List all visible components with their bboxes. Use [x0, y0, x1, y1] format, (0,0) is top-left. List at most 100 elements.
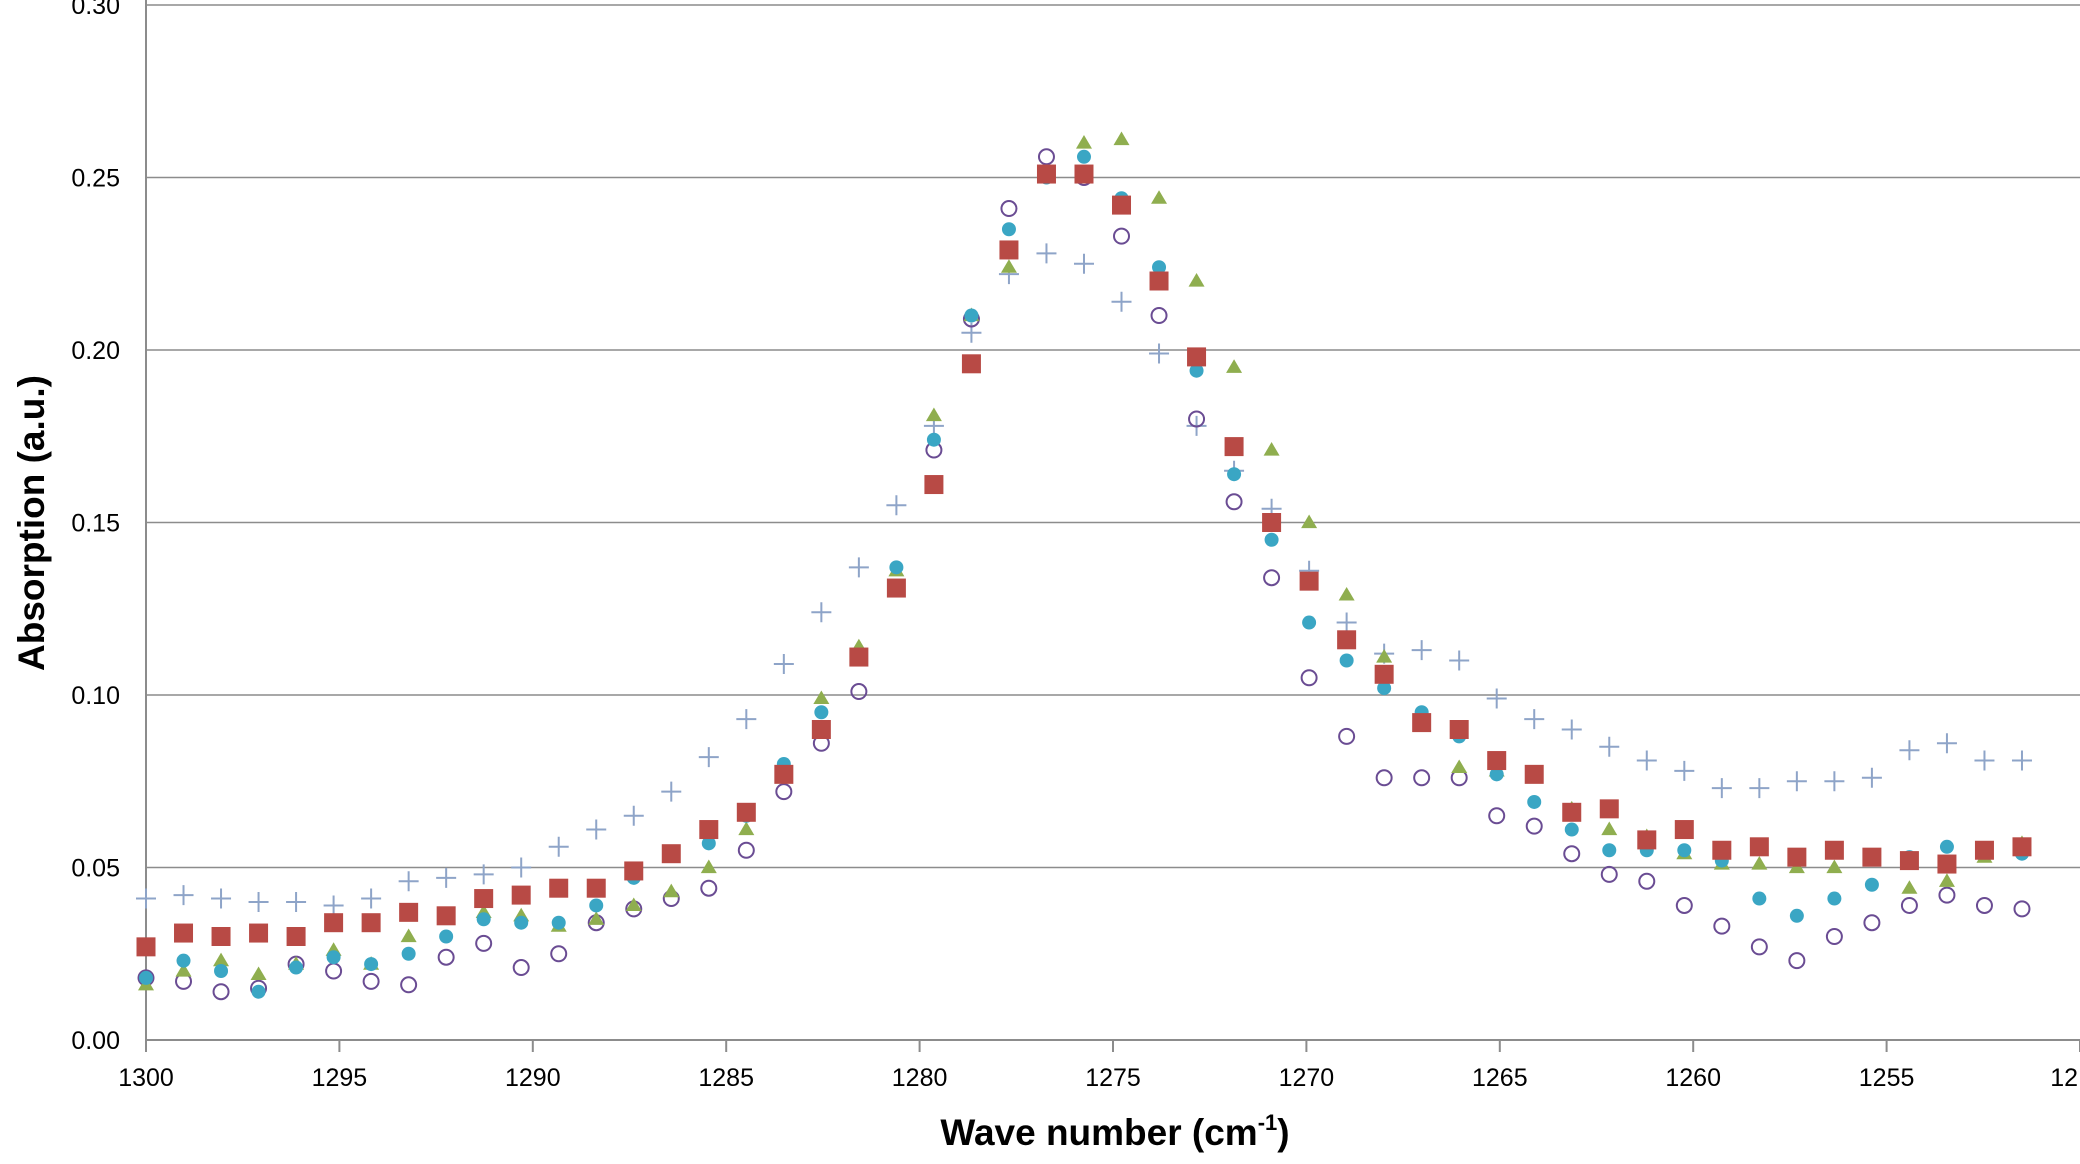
data-point [249, 923, 269, 943]
data-point [1486, 688, 1507, 709]
data-point [1226, 359, 1243, 373]
data-point [1413, 769, 1431, 787]
data-point [1825, 928, 1843, 945]
data-point [961, 354, 981, 374]
data-point [663, 883, 680, 898]
data-point [1863, 914, 1881, 932]
data-point [1337, 630, 1357, 650]
data-point [1786, 771, 1807, 792]
data-point [1338, 727, 1356, 745]
data-point [511, 857, 532, 878]
data-point [1449, 720, 1469, 739]
data-point [398, 871, 419, 892]
data-points [136, 131, 2032, 1001]
data-point [1712, 840, 1732, 860]
data-point [1377, 681, 1392, 696]
data-point [286, 892, 307, 912]
data-point [1974, 750, 1995, 771]
x-tick-label: 1265 [1472, 1064, 1528, 1092]
data-point [849, 647, 869, 667]
data-point [889, 560, 904, 575]
data-point [473, 864, 494, 885]
data-point [1449, 650, 1470, 671]
data-point [1789, 908, 1804, 923]
data-point [1036, 243, 1057, 264]
data-point [1900, 896, 1918, 914]
x-tick-label: 1260 [1665, 1064, 1721, 1092]
data-point [886, 578, 906, 598]
data-point [1488, 807, 1506, 825]
data-point [436, 906, 456, 926]
data-point [362, 972, 380, 990]
data-point [1861, 767, 1882, 788]
data-point [1149, 343, 1170, 364]
data-point [323, 895, 344, 916]
data-point [1037, 148, 1055, 166]
data-point [964, 308, 979, 323]
data-point [1636, 750, 1657, 771]
x-tick-label: 1285 [698, 1064, 754, 1092]
x-tick-label: 1290 [505, 1064, 561, 1092]
data-point [1000, 259, 1017, 273]
data-point [400, 976, 418, 994]
data-point [700, 859, 717, 874]
data-point [136, 888, 156, 909]
x-tick-label: 1255 [1859, 1064, 1915, 1092]
y-tick-label: 0.15 [71, 510, 120, 538]
data-point [399, 902, 419, 922]
data-point [514, 915, 529, 930]
y-tick-label: 0.25 [71, 165, 120, 193]
data-point [774, 764, 794, 784]
data-point [736, 802, 756, 822]
data-point [1113, 131, 1130, 146]
data-point [1451, 759, 1468, 774]
data-point [364, 957, 379, 972]
data-point [1638, 872, 1656, 890]
data-point [1111, 291, 1132, 312]
axes [145, 0, 2080, 1052]
y-axis-title: Absorption (a.u.) [11, 375, 52, 671]
data-point [1375, 769, 1393, 787]
data-point [512, 959, 530, 977]
data-point [1299, 571, 1319, 591]
data-point [1263, 569, 1281, 587]
data-point [212, 983, 230, 1001]
data-point [1151, 190, 1168, 204]
y-tick-label: 0.20 [71, 337, 120, 365]
x-tick-label: 1280 [892, 1064, 948, 1092]
x-tick-labels: 1300 1295 1290 1285 1280 1275 1270 1265 1260 1255… [118, 1064, 2078, 1092]
data-point [474, 889, 494, 909]
data-point [1936, 733, 1957, 754]
x-tick-label: 1295 [312, 1064, 368, 1092]
data-point [813, 690, 830, 705]
data-point [736, 709, 757, 730]
series-filled-circle [139, 149, 2029, 999]
data-point [1336, 612, 1357, 633]
data-point [139, 970, 153, 985]
data-point [1189, 363, 1204, 378]
data-point [811, 720, 831, 739]
data-point [439, 929, 454, 944]
data-point [1076, 149, 1091, 164]
y-tick-label: 0.10 [71, 682, 120, 710]
data-point [176, 953, 191, 968]
data-point [1074, 164, 1094, 184]
data-point [1036, 164, 1056, 184]
data-point [1152, 260, 1167, 275]
data-point [400, 928, 417, 943]
data-point [549, 878, 569, 898]
data-point [586, 819, 607, 840]
data-point [588, 911, 605, 925]
data-point [1300, 669, 1318, 687]
data-point [814, 705, 829, 720]
data-point [737, 841, 755, 859]
data-point [924, 475, 944, 495]
data-point [1675, 896, 1693, 914]
data-point [1864, 877, 1879, 892]
data-point [1827, 891, 1842, 906]
x-tick-label: 1275 [1085, 1064, 1141, 1092]
data-point [661, 781, 682, 802]
data-point [1525, 817, 1543, 835]
data-point [1075, 135, 1092, 149]
data-point [1564, 822, 1579, 837]
